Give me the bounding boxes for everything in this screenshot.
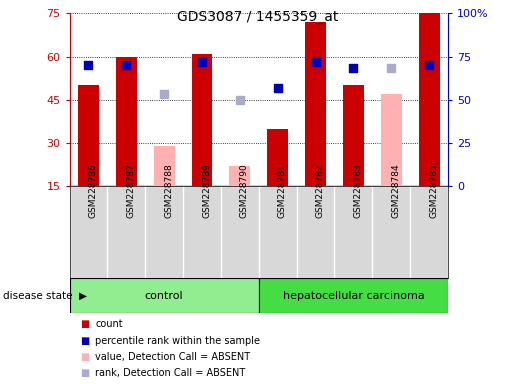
Bar xyxy=(381,94,402,186)
Text: GSM228783: GSM228783 xyxy=(353,164,363,218)
Point xyxy=(198,60,206,66)
Text: GSM228790: GSM228790 xyxy=(240,164,249,218)
Text: disease state  ▶: disease state ▶ xyxy=(3,291,87,301)
Point xyxy=(236,97,244,103)
Bar xyxy=(343,86,364,186)
Text: GSM228781: GSM228781 xyxy=(278,164,287,218)
Text: count: count xyxy=(95,319,123,329)
Bar xyxy=(305,22,326,186)
Point xyxy=(312,60,320,66)
Text: ■: ■ xyxy=(80,336,89,346)
Text: percentile rank within the sample: percentile rank within the sample xyxy=(95,336,260,346)
Point xyxy=(349,65,357,71)
Bar xyxy=(230,166,250,186)
Text: GSM228785: GSM228785 xyxy=(429,164,438,218)
Text: GSM228786: GSM228786 xyxy=(89,164,97,218)
Bar xyxy=(192,54,212,186)
Text: GSM228782: GSM228782 xyxy=(316,164,324,218)
Point xyxy=(160,91,168,97)
Point xyxy=(84,62,93,68)
Bar xyxy=(267,129,288,186)
Bar xyxy=(116,57,136,186)
Text: GSM228789: GSM228789 xyxy=(202,164,211,218)
Bar xyxy=(154,146,175,186)
Bar xyxy=(78,86,99,186)
Text: GSM228784: GSM228784 xyxy=(391,164,400,218)
Text: ■: ■ xyxy=(80,352,89,362)
Text: GDS3087 / 1455359_at: GDS3087 / 1455359_at xyxy=(177,10,338,23)
Text: rank, Detection Call = ABSENT: rank, Detection Call = ABSENT xyxy=(95,368,246,378)
Point xyxy=(122,62,130,68)
Point xyxy=(387,65,396,71)
Point xyxy=(273,85,282,91)
Text: control: control xyxy=(145,291,183,301)
Text: ■: ■ xyxy=(80,368,89,378)
Text: value, Detection Call = ABSENT: value, Detection Call = ABSENT xyxy=(95,352,250,362)
Text: hepatocellular carcinoma: hepatocellular carcinoma xyxy=(283,291,424,301)
Text: ■: ■ xyxy=(80,319,89,329)
Bar xyxy=(70,278,259,313)
Bar xyxy=(259,278,448,313)
Bar xyxy=(419,13,439,186)
Text: GSM228787: GSM228787 xyxy=(126,164,135,218)
Point xyxy=(425,62,433,68)
Text: GSM228788: GSM228788 xyxy=(164,164,173,218)
